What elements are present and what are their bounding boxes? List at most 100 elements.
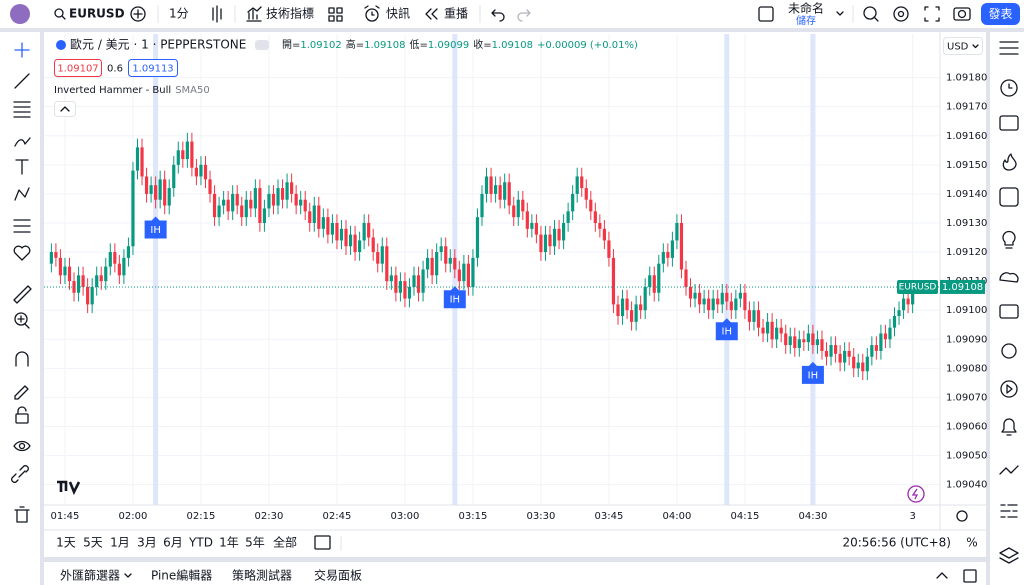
messages-icon[interactable] <box>999 304 1019 319</box>
lightning-icon[interactable] <box>907 485 925 503</box>
search-icon[interactable] <box>61 15 66 20</box>
candle-type-icon[interactable] <box>212 5 222 23</box>
idea-icon[interactable] <box>1001 343 1017 359</box>
candle-body <box>779 327 783 334</box>
ruler-tool[interactable] <box>13 285 32 304</box>
range-button[interactable]: 全部 <box>273 535 297 550</box>
candle-body <box>625 298 629 311</box>
zoom-tool[interactable] <box>14 312 28 326</box>
alerts-button[interactable]: 快訊 <box>386 6 410 21</box>
candle-body <box>335 222 339 241</box>
candle-body <box>276 188 280 206</box>
indicator-icon[interactable] <box>246 6 262 22</box>
redo-icon[interactable] <box>517 9 531 22</box>
publish-label[interactable]: 發表 <box>988 6 1012 21</box>
lock-tool[interactable] <box>15 413 29 424</box>
notification-icon[interactable] <box>1001 418 1017 436</box>
range-button[interactable]: 1年 <box>219 536 239 550</box>
favorites-tool[interactable] <box>13 245 31 261</box>
stream-icon[interactable] <box>1000 380 1018 398</box>
brush-tool[interactable] <box>14 137 31 147</box>
save-label[interactable]: 儲存 <box>796 14 816 27</box>
collapse-indicators[interactable] <box>54 101 76 117</box>
chevron[interactable] <box>836 11 844 16</box>
signal-marker <box>443 286 466 309</box>
indicators-button[interactable]: 技術指標 <box>266 6 314 21</box>
add-icon[interactable] <box>130 6 146 22</box>
settings-icon[interactable] <box>893 6 909 22</box>
snapshot-icon[interactable] <box>953 7 971 21</box>
ideas-icon[interactable] <box>1002 230 1016 249</box>
publish-button[interactable] <box>981 3 1020 25</box>
layout-name[interactable]: 未命名 <box>788 1 824 16</box>
panel-tab[interactable]: Pine編輯器 <box>151 568 212 583</box>
text-tool[interactable] <box>15 159 29 175</box>
panel-tab[interactable]: 外匯篩選器 <box>60 568 120 583</box>
undo-icon[interactable] <box>491 9 505 22</box>
avatar[interactable] <box>10 4 30 24</box>
calendar-icon[interactable] <box>999 187 1019 207</box>
panel-tab[interactable]: 策略測試器 <box>232 568 292 583</box>
link-tool[interactable] <box>11 465 29 483</box>
candle-body <box>512 205 516 218</box>
maximize-panel[interactable] <box>936 572 948 579</box>
chat-icon[interactable] <box>999 272 1019 283</box>
range-button[interactable]: 1天 <box>56 536 76 550</box>
search-icon[interactable] <box>54 8 64 18</box>
candle-body <box>226 199 230 212</box>
settings-icon <box>897 10 905 18</box>
magnet-tool[interactable] <box>15 351 29 367</box>
bid[interactable]: 1.09107 <box>57 64 98 75</box>
legend-title: 歐元 / 美元 · 1 · PEPPERSTONE <box>70 37 246 52</box>
alert-icon[interactable] <box>365 8 379 22</box>
hot-icon[interactable] <box>1002 153 1017 171</box>
range-button[interactable]: 1月 <box>110 536 130 550</box>
panel-window[interactable] <box>963 569 977 583</box>
interval[interactable]: 1分 <box>169 7 189 21</box>
percent-toggle[interactable]: % <box>966 536 977 550</box>
axis-settings[interactable] <box>956 510 968 522</box>
pattern-tool[interactable] <box>14 187 30 201</box>
delete-tool[interactable] <box>14 506 30 523</box>
panel-tab[interactable]: 交易面板 <box>314 568 362 583</box>
line-tool[interactable] <box>14 73 30 89</box>
range-button[interactable]: 5年 <box>245 536 265 550</box>
range-button[interactable]: 5天 <box>83 536 103 550</box>
quick-search-icon[interactable] <box>863 6 877 20</box>
range-button[interactable]: 6月 <box>163 536 183 550</box>
layout-icon[interactable] <box>328 7 343 22</box>
currency[interactable]: USD <box>947 42 969 53</box>
candle-body <box>203 164 208 180</box>
collapse-button[interactable] <box>255 40 269 50</box>
buy-box[interactable] <box>128 59 178 77</box>
watchlist-icon[interactable] <box>999 41 1019 55</box>
candle-body <box>652 275 656 293</box>
fullscreen-icon[interactable] <box>924 6 940 22</box>
range-button[interactable]: 3月 <box>137 536 157 550</box>
lock-draw-tool[interactable] <box>14 385 29 400</box>
fib-tool[interactable] <box>13 101 31 118</box>
candle-body <box>299 199 303 206</box>
currency-box[interactable] <box>943 37 983 55</box>
symbol[interactable]: EURUSD <box>69 7 125 21</box>
replay-button[interactable]: 重播 <box>444 7 468 21</box>
range-button[interactable]: YTD <box>188 536 213 550</box>
candle-body <box>290 182 294 194</box>
visibility-tool[interactable] <box>13 440 31 452</box>
news-icon[interactable] <box>999 115 1019 131</box>
date-range-icon[interactable] <box>314 535 331 550</box>
replay-icon[interactable] <box>425 8 438 20</box>
checkbox-icon[interactable] <box>758 6 774 22</box>
crosshair-tool[interactable] <box>14 42 30 58</box>
y-tick-label: 1.09150 <box>946 160 987 171</box>
ask[interactable]: 1.09113 <box>132 64 173 75</box>
candle-body <box>163 179 167 206</box>
layers-icon[interactable] <box>999 547 1019 564</box>
forecast-tool[interactable] <box>13 219 31 233</box>
candle-body <box>140 147 144 177</box>
sell-box[interactable] <box>54 59 102 77</box>
candle-body <box>403 281 407 299</box>
trend-icon[interactable] <box>999 465 1019 475</box>
alarm-icon[interactable] <box>1000 79 1018 97</box>
data-icon[interactable] <box>1000 504 1018 518</box>
